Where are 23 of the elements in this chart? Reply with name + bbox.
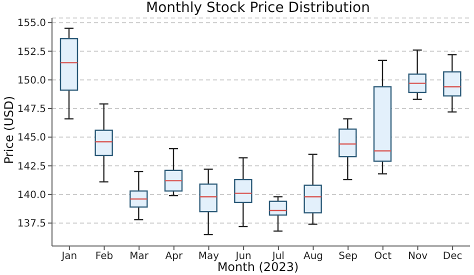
x-tick-label: Sep (338, 251, 358, 262)
y-tick-label: 155.0 (17, 18, 46, 30)
y-tick-label: 150.0 (17, 75, 46, 86)
y-tick-label: 147.5 (17, 104, 46, 116)
x-tick-label: Oct (374, 251, 392, 262)
x-tick-label: Aug (303, 251, 324, 262)
x-tick-label: Jan (60, 251, 78, 262)
y-tick-label: 137.5 (17, 218, 46, 230)
x-tick-label: Nov (408, 251, 428, 262)
y-tick-label: 140.0 (17, 190, 46, 201)
x-tick-label: Jul (271, 251, 284, 262)
x-tick-label: Apr (165, 251, 184, 262)
x-tick-label: Dec (442, 251, 462, 262)
y-tick-label: 152.5 (17, 46, 46, 58)
x-tick-label: May (198, 251, 220, 262)
x-tick-label: Feb (95, 251, 114, 262)
y-tick-label: 142.5 (17, 161, 46, 172)
chart-title: Monthly Stock Price Distribution (145, 0, 371, 16)
y-tick-label: 145.0 (17, 132, 46, 144)
y-axis-title: Price (USD) (2, 96, 16, 164)
x-tick-label: Jun (234, 251, 252, 262)
x-axis-title: Month (2023) (217, 260, 299, 274)
x-tick-label: Mar (130, 251, 150, 262)
